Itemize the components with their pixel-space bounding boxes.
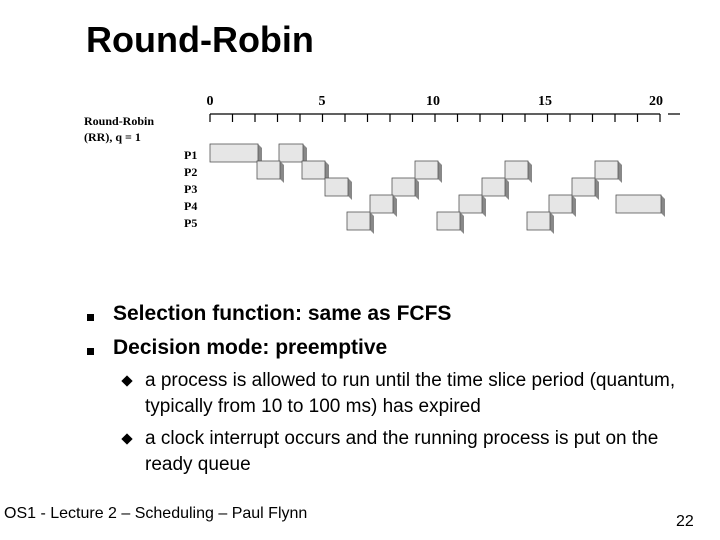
p5-block <box>436 211 461 231</box>
diagram-label-line2: (RR), q = 1 <box>84 130 141 144</box>
slide-footer: OS1 - Lecture 2 – Scheduling – Paul Flyn… <box>4 505 308 522</box>
tick-label-5: 5 <box>319 94 326 109</box>
diagram-label-line1: Round-Robin <box>84 114 154 128</box>
process-label-p5: P5 <box>184 216 197 230</box>
p4-block <box>548 194 573 214</box>
p1-block <box>209 143 259 163</box>
timeline-axis <box>209 113 680 122</box>
tick-label-10: 10 <box>426 94 440 109</box>
p2-block <box>414 160 439 180</box>
diamond-bullet-icon <box>121 433 133 445</box>
p3-block <box>571 177 596 197</box>
tick-label-20: 20 <box>649 94 663 109</box>
bullet-square-icon <box>87 348 94 355</box>
rr-gantt-diagram: Round-Robin (RR), q = 1 0 5 10 15 20 P1 … <box>84 94 680 234</box>
p1-block <box>278 143 304 163</box>
bullet-decision-mode: Decision mode: preemptive <box>113 336 388 359</box>
p5-block <box>346 211 371 231</box>
bullet-square-icon <box>87 314 94 321</box>
p2-block <box>594 160 619 180</box>
process-label-p1: P1 <box>184 148 197 162</box>
p3-block <box>481 177 506 197</box>
tick-label-15: 15 <box>538 94 552 109</box>
diamond-bullet-icon <box>121 375 133 387</box>
execution-blocks <box>209 143 665 234</box>
process-label-p4: P4 <box>184 199 197 213</box>
bullet-selection-function: Selection function: same as FCFS <box>113 302 452 325</box>
subbullet-clock-interrupt: a clock interrupt occurs and the running… <box>145 428 659 475</box>
tick-label-0: 0 <box>207 94 214 109</box>
p2-block <box>301 160 326 180</box>
p4-block <box>458 194 483 214</box>
p2-block <box>504 160 529 180</box>
p3-block <box>391 177 416 197</box>
slide-title: Round-Robin <box>86 19 314 60</box>
p3-block <box>324 177 349 197</box>
p5-block <box>526 211 551 231</box>
page-number: 22 <box>676 513 694 530</box>
p4-block <box>615 194 662 214</box>
subbullet-time-slice: a process is allowed to run until the ti… <box>145 370 676 417</box>
process-label-p3: P3 <box>184 182 197 196</box>
p2-block <box>256 160 281 180</box>
p4-block <box>369 194 394 214</box>
process-label-p2: P2 <box>184 165 197 179</box>
